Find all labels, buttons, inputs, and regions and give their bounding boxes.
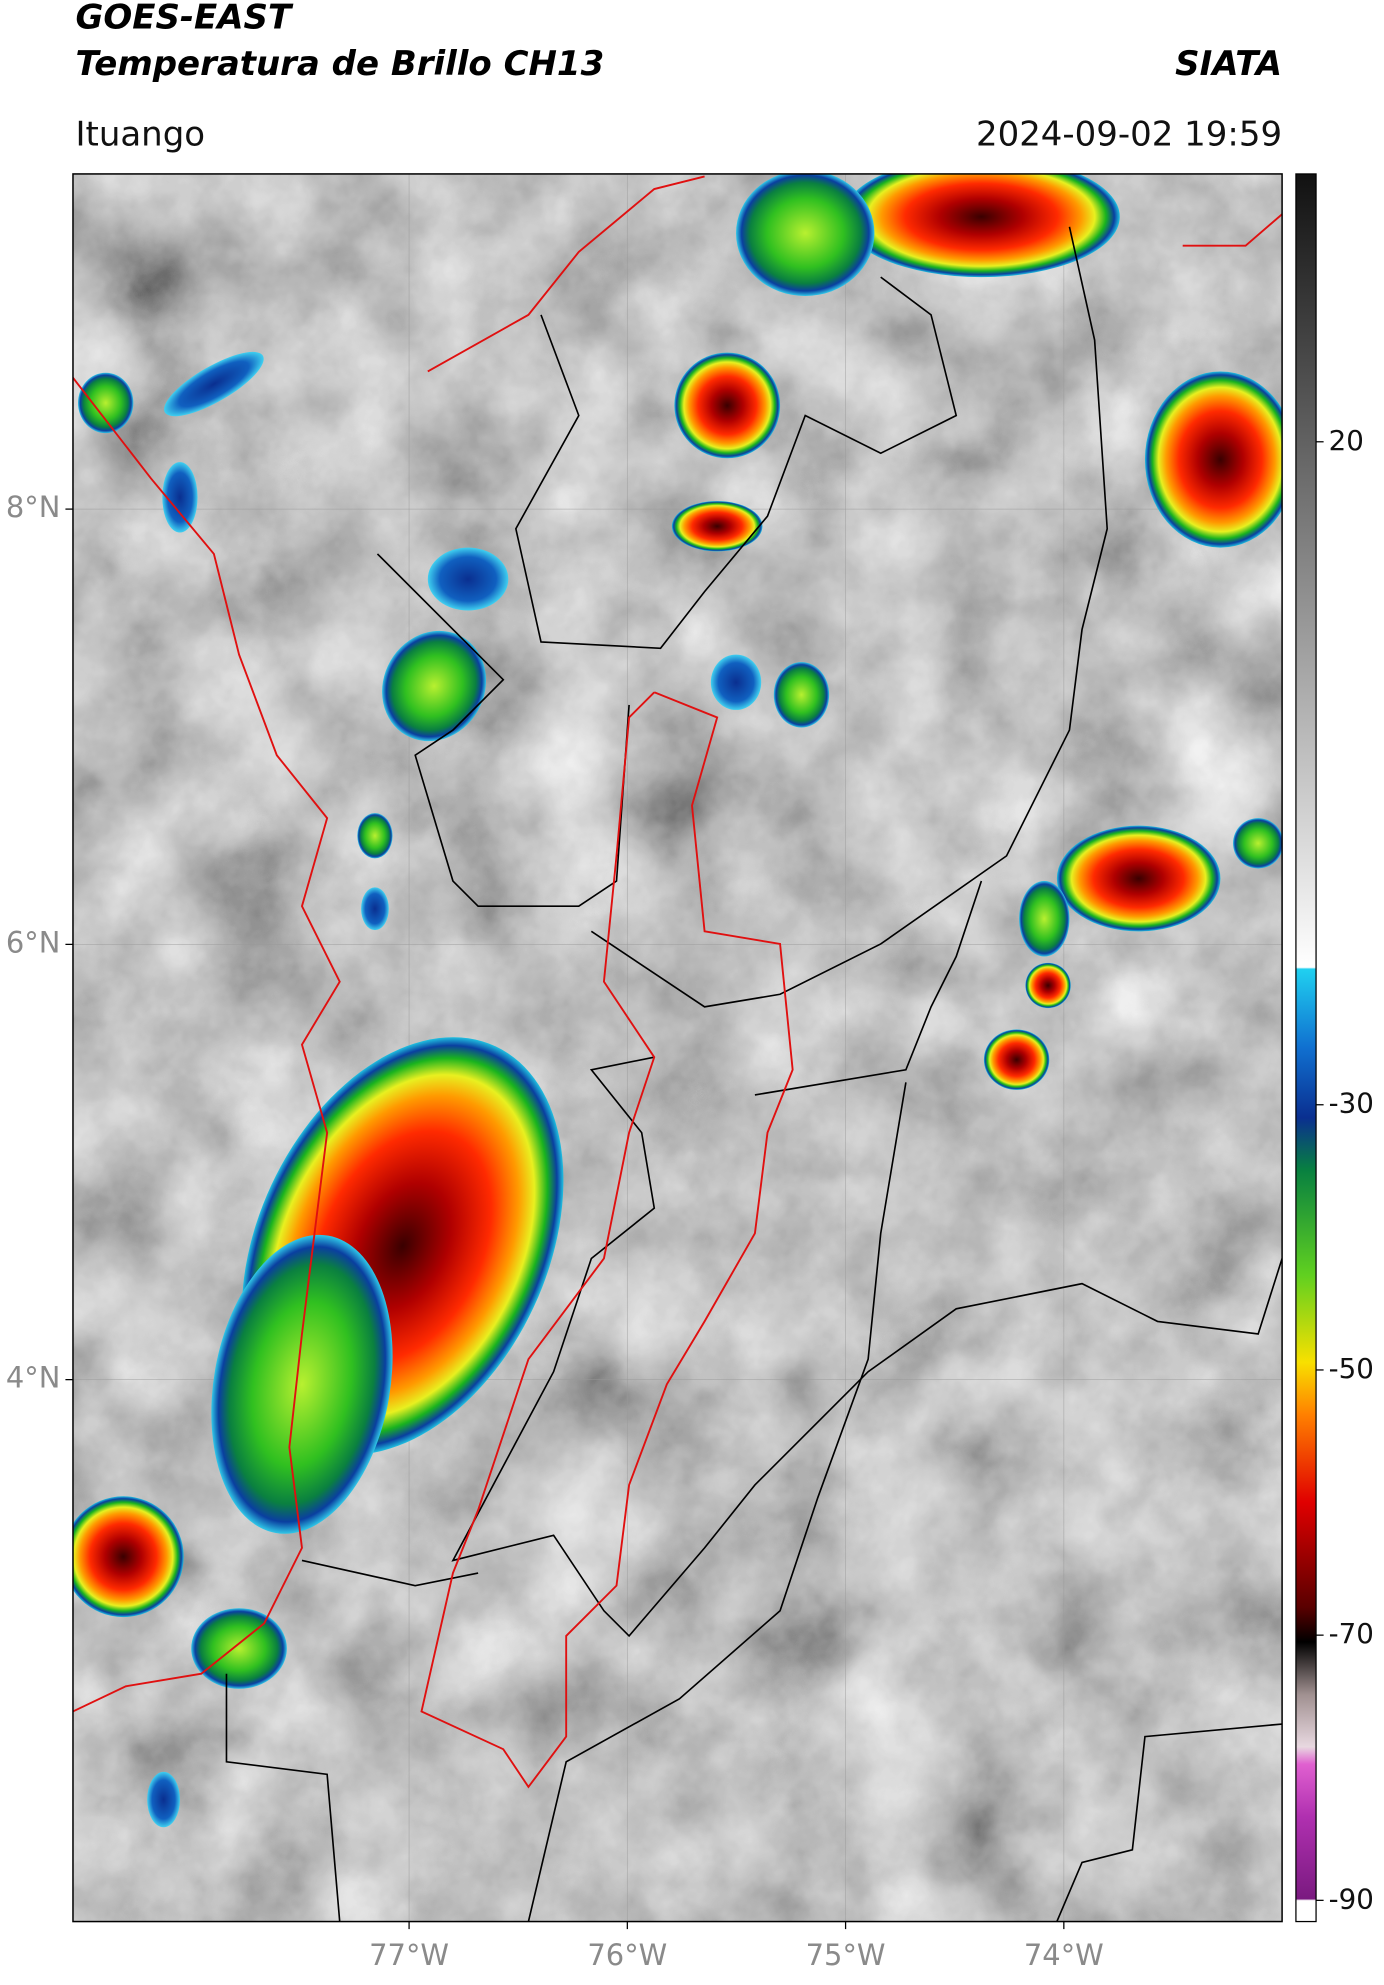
x-tick-label: 77°W — [369, 1938, 449, 1972]
subtitle: Temperatura de Brillo CH13 — [75, 44, 604, 84]
storm-cell — [357, 813, 393, 859]
admin-boundaries — [225, 226, 1283, 1922]
location: Ituango — [75, 115, 205, 155]
storm-cell — [382, 630, 487, 742]
y-tick-label: 8°N — [6, 490, 61, 524]
storm-cell — [147, 1771, 180, 1828]
storm-cell — [674, 352, 781, 459]
colorbar-tick-label: -90 — [1329, 1882, 1374, 1915]
storm-cell — [1144, 371, 1283, 548]
storm-cells — [72, 173, 1283, 1828]
storm-cell — [72, 1496, 184, 1618]
colorbar-tick-label: -70 — [1329, 1617, 1374, 1650]
storm-cell — [162, 462, 198, 533]
storm-cell — [211, 1234, 393, 1534]
storm-cell — [983, 1029, 1050, 1090]
map-frame — [72, 173, 1283, 1923]
source: SIATA — [1175, 44, 1282, 84]
storm-cell — [736, 173, 875, 296]
colorbar-tick-label: -30 — [1329, 1087, 1374, 1120]
storm-cell — [1019, 881, 1070, 957]
colorbar-tick-label: 20 — [1329, 424, 1364, 457]
storm-cell — [710, 654, 762, 710]
colorbar — [1295, 173, 1317, 1923]
x-tick-label: 74°W — [1024, 1938, 1104, 1972]
storm-cell — [1056, 825, 1221, 932]
storm-cell — [1233, 818, 1283, 869]
x-tick-label: 75°W — [806, 1938, 886, 1972]
storm-cell — [1025, 962, 1071, 1009]
storm-cell — [78, 372, 134, 434]
y-tick-label: 4°N — [6, 1361, 61, 1395]
storm-cell — [671, 501, 763, 552]
region-boundaries — [72, 175, 1283, 1789]
storm-cell — [361, 887, 389, 931]
x-tick-label: 76°W — [587, 1938, 667, 1972]
datetime: 2024-09-02 19:59 — [976, 115, 1282, 155]
map — [72, 173, 1283, 1922]
title: GOES-EAST — [75, 0, 293, 38]
y-tick-label: 6°N — [6, 925, 61, 959]
storm-cell — [427, 547, 509, 611]
storm-cell — [843, 173, 1120, 278]
storm-cell — [164, 351, 264, 417]
storm-cell — [191, 1608, 287, 1689]
colorbar-tick-label: -50 — [1329, 1352, 1374, 1385]
storm-cell — [773, 662, 830, 728]
